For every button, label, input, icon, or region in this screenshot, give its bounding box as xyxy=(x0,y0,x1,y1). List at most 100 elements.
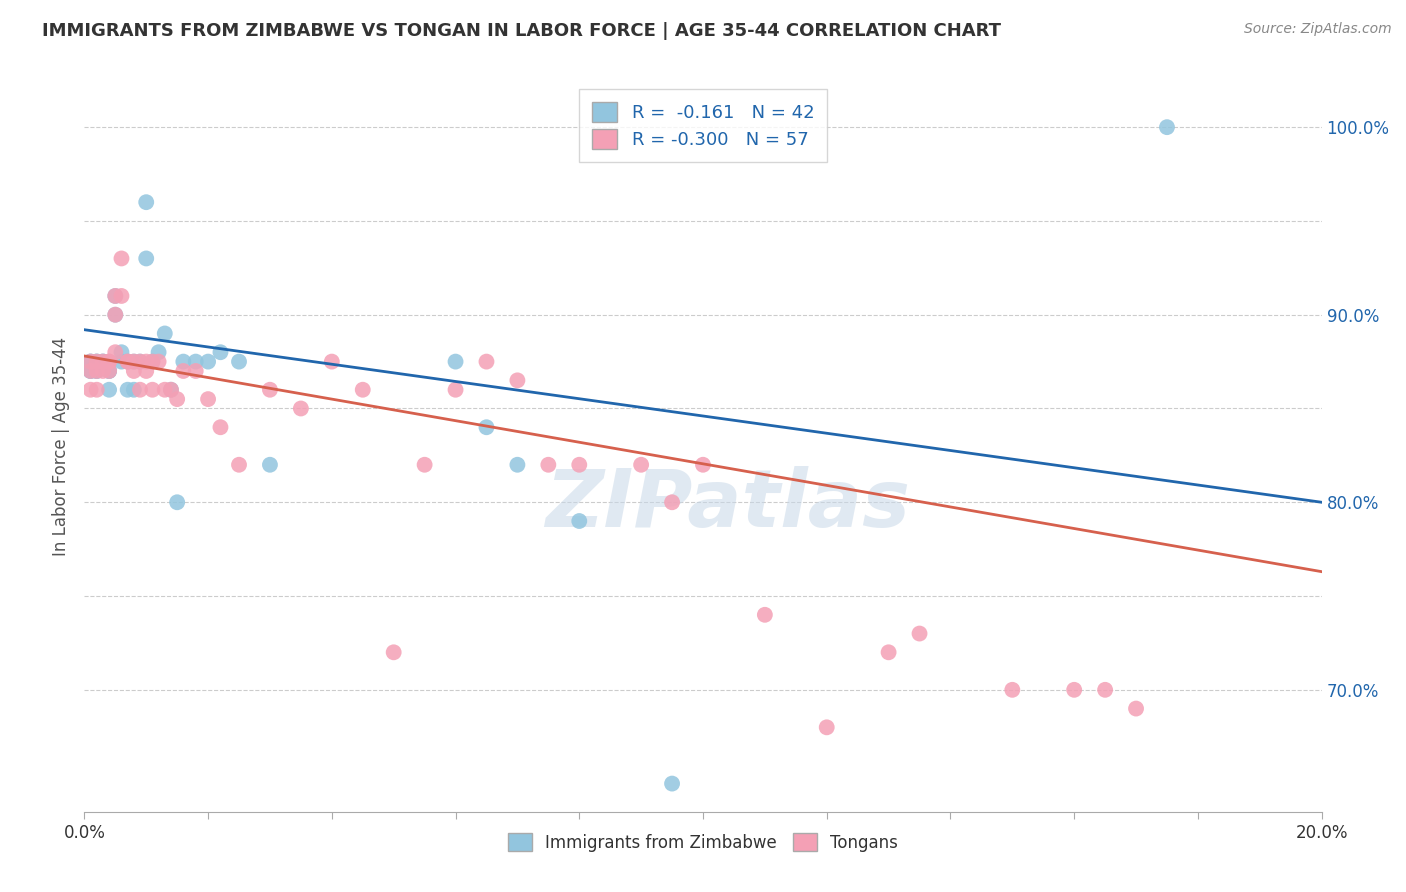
Point xyxy=(537,458,560,472)
Point xyxy=(475,420,498,434)
Point xyxy=(86,354,108,368)
Point xyxy=(661,495,683,509)
Point xyxy=(692,458,714,472)
Point xyxy=(568,458,591,472)
Point xyxy=(184,364,207,378)
Point xyxy=(117,354,139,368)
Point xyxy=(79,354,101,368)
Point xyxy=(117,354,139,368)
Point xyxy=(630,458,652,472)
Point xyxy=(352,383,374,397)
Point xyxy=(209,345,232,359)
Point xyxy=(141,354,163,368)
Point xyxy=(815,720,838,734)
Point xyxy=(86,364,108,378)
Point xyxy=(1001,682,1024,697)
Point xyxy=(141,383,163,397)
Point xyxy=(506,373,529,387)
Point xyxy=(908,626,931,640)
Point xyxy=(104,308,127,322)
Point xyxy=(86,354,108,368)
Point xyxy=(79,383,101,397)
Point xyxy=(877,645,900,659)
Point xyxy=(98,364,121,378)
Point xyxy=(117,354,139,368)
Point xyxy=(122,383,145,397)
Point xyxy=(1094,682,1116,697)
Point xyxy=(122,364,145,378)
Point xyxy=(172,364,194,378)
Point xyxy=(98,364,121,378)
Point xyxy=(321,354,343,368)
Point xyxy=(475,354,498,368)
Point xyxy=(91,364,114,378)
Point xyxy=(122,354,145,368)
Point xyxy=(259,458,281,472)
Point xyxy=(184,354,207,368)
Point xyxy=(79,354,101,368)
Point xyxy=(166,495,188,509)
Point xyxy=(129,354,152,368)
Point xyxy=(506,458,529,472)
Point xyxy=(79,364,101,378)
Point xyxy=(79,364,101,378)
Point xyxy=(259,383,281,397)
Point xyxy=(141,354,163,368)
Point xyxy=(110,345,132,359)
Text: IMMIGRANTS FROM ZIMBABWE VS TONGAN IN LABOR FORCE | AGE 35-44 CORRELATION CHART: IMMIGRANTS FROM ZIMBABWE VS TONGAN IN LA… xyxy=(42,22,1001,40)
Point xyxy=(135,354,157,368)
Point xyxy=(86,383,108,397)
Point xyxy=(135,252,157,266)
Point xyxy=(160,383,183,397)
Point xyxy=(91,354,114,368)
Point xyxy=(630,814,652,829)
Point xyxy=(86,364,108,378)
Point xyxy=(91,354,114,368)
Point xyxy=(153,383,176,397)
Point xyxy=(148,345,170,359)
Text: ZIPatlas: ZIPatlas xyxy=(546,466,910,543)
Point xyxy=(166,392,188,406)
Legend: Immigrants from Zimbabwe, Tongans: Immigrants from Zimbabwe, Tongans xyxy=(502,826,904,858)
Point xyxy=(86,364,108,378)
Point xyxy=(1156,120,1178,135)
Point xyxy=(110,354,132,368)
Point xyxy=(148,354,170,368)
Point xyxy=(1063,682,1085,697)
Point xyxy=(444,354,467,368)
Point xyxy=(661,776,683,790)
Point xyxy=(98,364,121,378)
Point xyxy=(197,392,219,406)
Point xyxy=(86,354,108,368)
Point xyxy=(98,383,121,397)
Point xyxy=(91,354,114,368)
Point xyxy=(228,354,250,368)
Point xyxy=(104,289,127,303)
Point xyxy=(79,364,101,378)
Point xyxy=(104,308,127,322)
Point xyxy=(413,458,436,472)
Point xyxy=(98,354,121,368)
Point xyxy=(568,514,591,528)
Point xyxy=(382,645,405,659)
Point xyxy=(290,401,312,416)
Point xyxy=(153,326,176,341)
Point xyxy=(104,289,127,303)
Point xyxy=(122,354,145,368)
Point xyxy=(160,383,183,397)
Point xyxy=(209,420,232,434)
Point xyxy=(135,364,157,378)
Point xyxy=(228,458,250,472)
Point xyxy=(444,383,467,397)
Point xyxy=(1125,701,1147,715)
Y-axis label: In Labor Force | Age 35-44: In Labor Force | Age 35-44 xyxy=(52,336,70,556)
Point xyxy=(117,383,139,397)
Point xyxy=(110,252,132,266)
Point xyxy=(129,354,152,368)
Point xyxy=(129,383,152,397)
Point xyxy=(79,354,101,368)
Point xyxy=(172,354,194,368)
Point xyxy=(754,607,776,622)
Point xyxy=(104,345,127,359)
Point xyxy=(135,195,157,210)
